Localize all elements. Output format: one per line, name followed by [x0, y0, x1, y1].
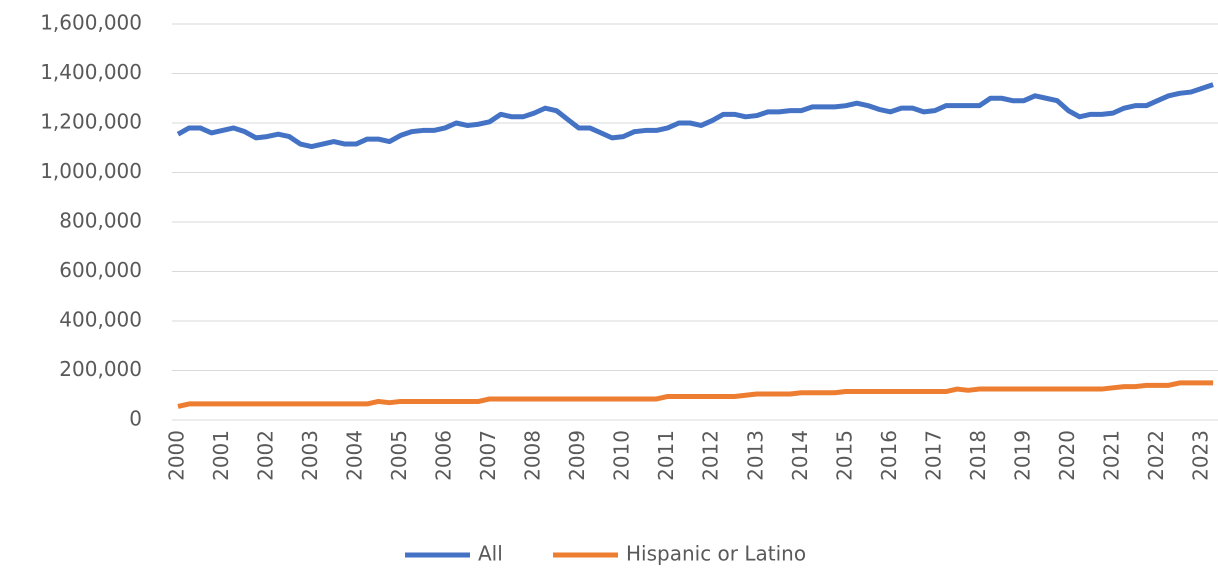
x-tick-label: 2009 [565, 430, 589, 481]
x-tick-label: 2008 [521, 430, 545, 481]
x-tick-label: 2005 [387, 430, 411, 481]
x-tick-label: 2001 [209, 430, 233, 481]
x-tick-label: 2006 [432, 430, 456, 481]
x-tick-label: 2017 [921, 430, 945, 481]
y-tick-label: 200,000 [59, 357, 142, 381]
y-tick-label: 0 [129, 407, 142, 431]
x-tick-label: 2022 [1144, 430, 1168, 481]
x-tick-label: 2018 [966, 430, 990, 481]
x-tick-label: 2015 [832, 430, 856, 481]
x-tick-label: 2012 [699, 430, 723, 481]
y-tick-label: 1,400,000 [40, 60, 142, 84]
legend-label: Hispanic or Latino [626, 542, 806, 566]
x-tick-label: 2011 [654, 430, 678, 481]
y-tick-label: 800,000 [59, 209, 142, 233]
x-tick-label: 2002 [254, 430, 278, 481]
x-tick-label: 2000 [165, 430, 189, 481]
x-tick-label: 2007 [476, 430, 500, 481]
y-tick-label: 400,000 [59, 308, 142, 332]
x-tick-label: 2004 [343, 430, 367, 481]
x-tick-label: 2010 [610, 430, 634, 481]
x-tick-label: 2021 [1099, 430, 1123, 481]
x-tick-label: 2019 [1010, 430, 1034, 481]
series-line [176, 82, 1214, 150]
legend-label: All [478, 542, 503, 566]
y-tick-label: 1,000,000 [40, 159, 142, 183]
x-tick-label: 2023 [1188, 430, 1212, 481]
x-tick-label: 2013 [743, 430, 767, 481]
y-tick-label: 1,200,000 [40, 110, 142, 134]
x-tick-label: 2014 [788, 430, 812, 481]
x-tick-label: 2020 [1055, 430, 1079, 481]
x-tick-label: 2016 [877, 430, 901, 481]
y-tick-label: 1,600,000 [40, 11, 142, 35]
y-tick-label: 600,000 [59, 258, 142, 282]
x-tick-label: 2003 [298, 430, 322, 481]
series-line [177, 380, 1214, 409]
